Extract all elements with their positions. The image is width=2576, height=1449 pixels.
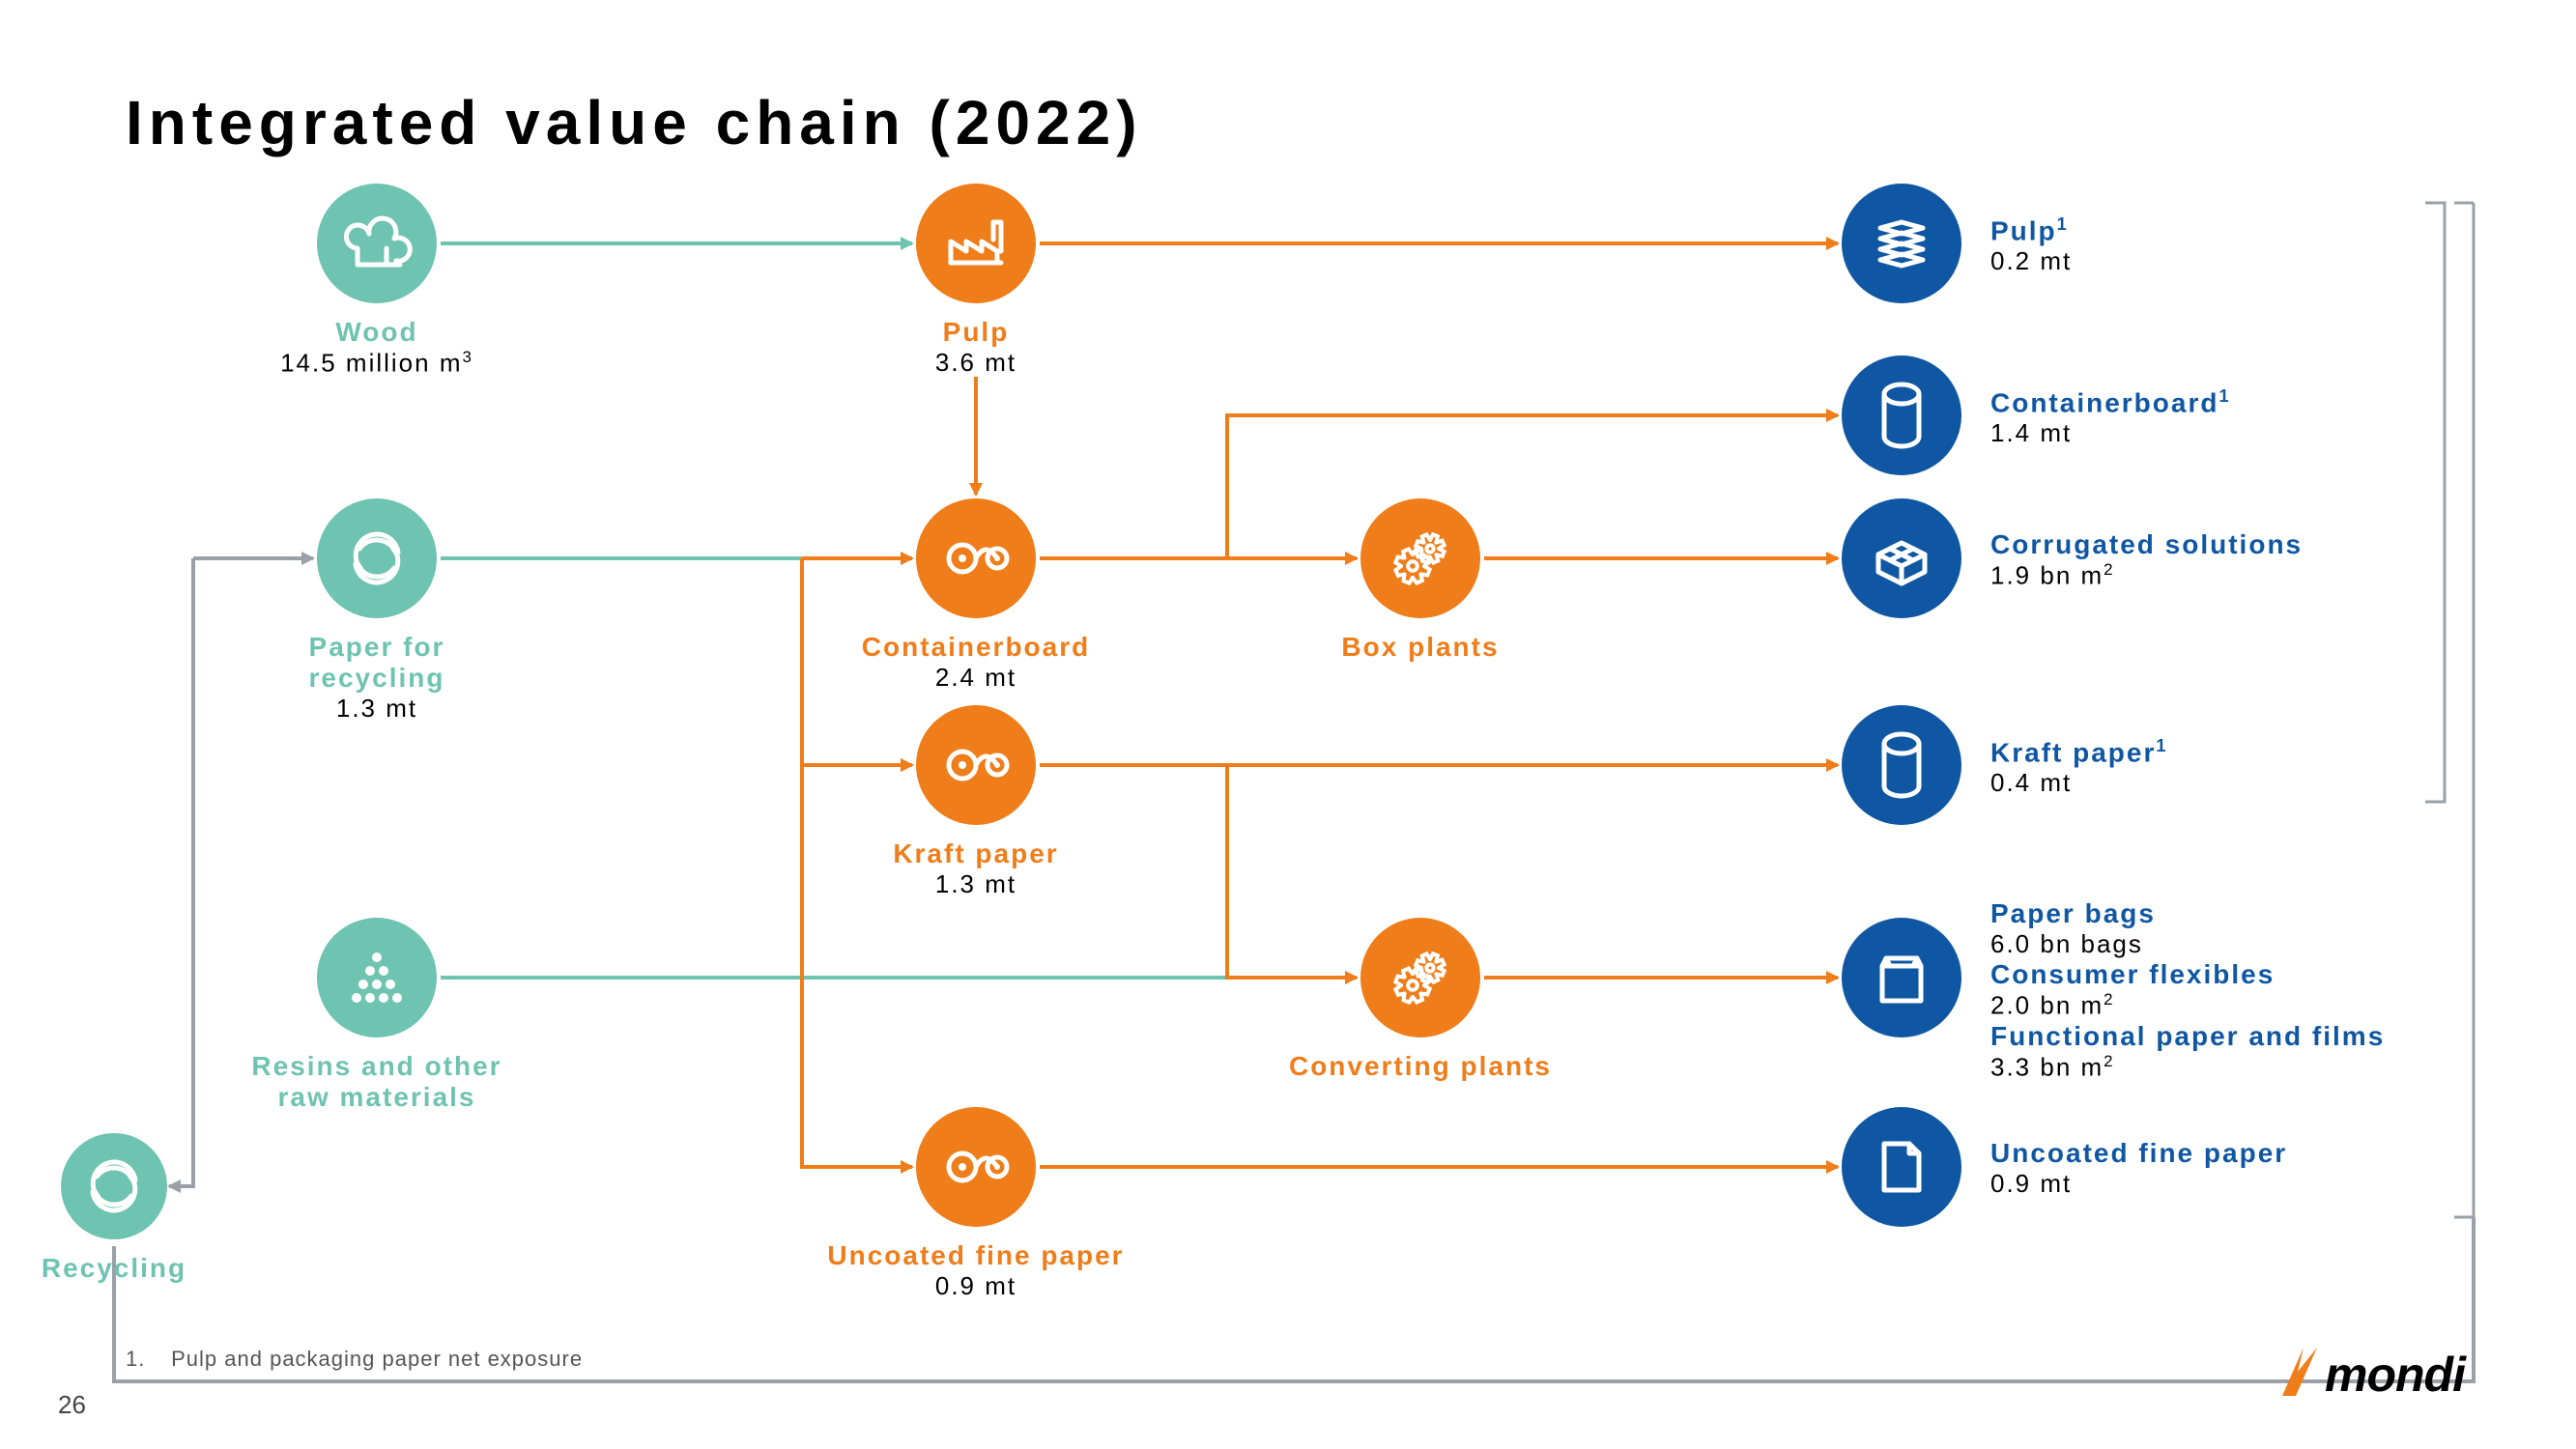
footnote-number: 1.	[126, 1347, 164, 1372]
node-cb: Containerboard2.4 mt	[802, 632, 1150, 693]
node-pulp: Pulp3.6 mt	[802, 317, 1150, 378]
output-2: Corrugated solutions1.9 bn m2	[1990, 529, 2416, 591]
node-conv: Converting plants	[1246, 1051, 1594, 1082]
page-number: 26	[58, 1390, 86, 1420]
output-5: Uncoated fine paper0.9 mt	[1990, 1138, 2416, 1199]
node-box: Box plants	[1246, 632, 1594, 663]
output-0: Pulp10.2 mt	[1990, 214, 2416, 276]
node-wood: Wood14.5 million m3	[203, 317, 551, 379]
mondi-logo: mondi	[2276, 1338, 2508, 1410]
output-4: Paper bags6.0 bn bagsConsumer flexibles2…	[1990, 898, 2416, 1082]
node-recycling: Recycling	[0, 1253, 288, 1284]
footnote-text: Pulp and packaging paper net exposure	[171, 1347, 583, 1371]
node-pfr: Paper forrecycling1.3 mt	[203, 632, 551, 724]
node-ufp: Uncoated fine paper0.9 mt	[802, 1240, 1150, 1301]
output-1: Containerboard11.4 mt	[1990, 386, 2416, 448]
svg-text:mondi: mondi	[2325, 1348, 2467, 1402]
footnote: 1. Pulp and packaging paper net exposure	[126, 1347, 583, 1372]
node-resins: Resins and otherraw materials	[203, 1051, 551, 1113]
output-3: Kraft paper10.4 mt	[1990, 736, 2416, 798]
node-kp: Kraft paper1.3 mt	[802, 838, 1150, 899]
